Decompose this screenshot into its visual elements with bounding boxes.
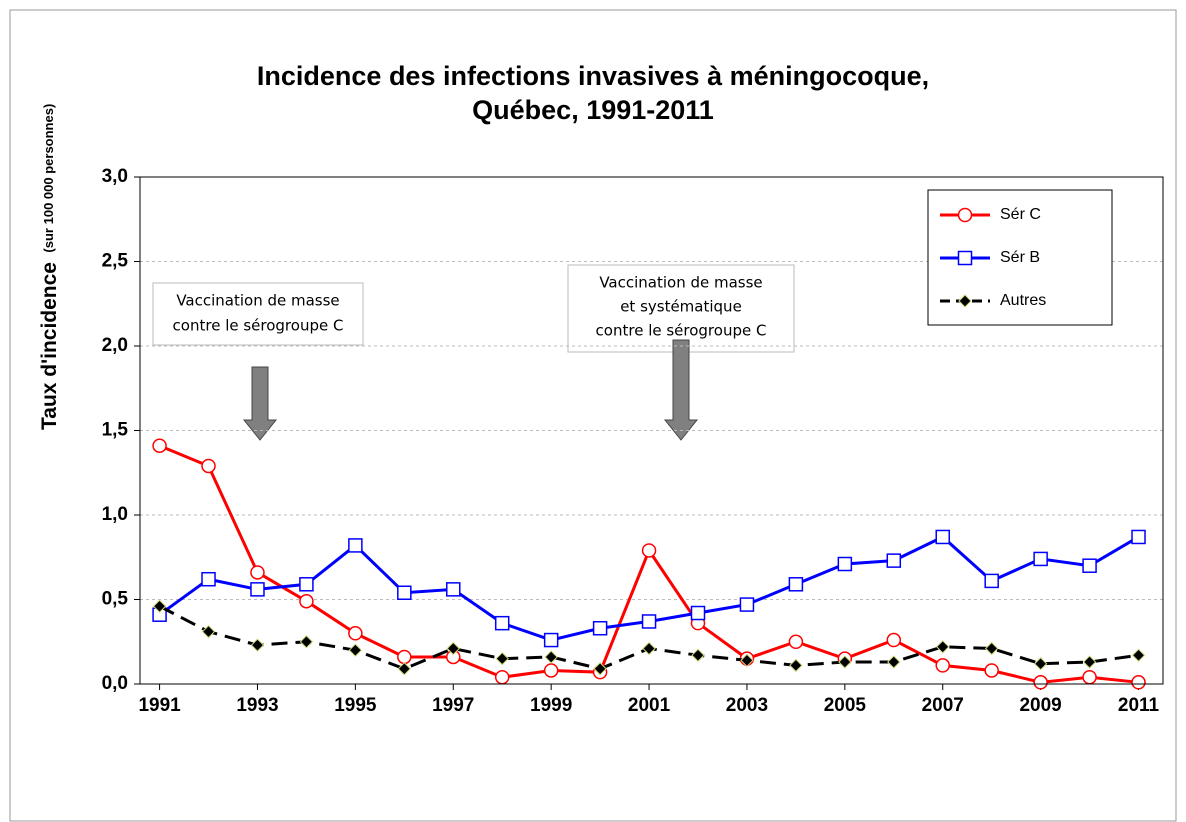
x-tick-label: 1993 xyxy=(236,695,278,716)
y-label: Taux d'incidence xyxy=(38,262,61,430)
marker xyxy=(299,635,314,649)
note-text: contre le sérogroupe C xyxy=(173,317,344,335)
marker xyxy=(1131,675,1146,690)
marker xyxy=(397,585,412,600)
marker xyxy=(250,638,265,652)
marker xyxy=(544,650,558,664)
marker xyxy=(494,669,510,685)
marker xyxy=(957,250,973,266)
marker xyxy=(543,632,559,648)
marker xyxy=(887,655,901,669)
marker xyxy=(740,653,754,668)
x-tick-label: 1997 xyxy=(432,695,474,716)
marker xyxy=(1082,558,1097,573)
marker xyxy=(543,663,559,678)
marker xyxy=(1082,669,1097,685)
marker xyxy=(1033,657,1048,671)
frame xyxy=(9,9,1177,822)
y-tick-label: 2,0 xyxy=(102,335,128,356)
marker xyxy=(348,643,363,657)
note-box xyxy=(567,264,795,353)
marker xyxy=(886,553,902,568)
marker xyxy=(641,543,657,558)
marker xyxy=(299,577,314,592)
marker xyxy=(935,529,950,545)
marker xyxy=(348,626,363,641)
marker xyxy=(886,632,902,648)
marker xyxy=(690,605,706,621)
marker xyxy=(788,634,804,649)
y-axis-label: Taux d'incidence (sur 100 000 personnes) xyxy=(38,104,61,430)
marker xyxy=(984,573,999,589)
note-box xyxy=(152,282,364,346)
y-tick-label: 0,0 xyxy=(102,673,128,694)
x-tick-label: 2001 xyxy=(628,695,671,716)
legend-label: Autres xyxy=(1000,292,1046,309)
legend-label: Sér B xyxy=(1000,249,1040,266)
marker xyxy=(1131,529,1146,545)
marker xyxy=(1033,551,1048,567)
marker xyxy=(984,641,999,656)
marker xyxy=(984,663,999,678)
y-tick-label: 0,5 xyxy=(102,589,129,610)
marker xyxy=(1033,675,1048,690)
marker xyxy=(739,597,755,612)
x-tick-label: 1991 xyxy=(138,695,181,716)
marker xyxy=(494,615,510,631)
marker xyxy=(201,458,216,474)
marker xyxy=(593,662,607,676)
marker xyxy=(691,648,705,662)
y-tick-label: 1,0 xyxy=(102,504,128,525)
marker xyxy=(1082,655,1097,669)
x-tick-label: 2003 xyxy=(726,695,768,716)
y-label-unit: (sur 100 000 personnes) xyxy=(41,104,56,253)
marker xyxy=(201,624,216,639)
marker xyxy=(837,556,853,572)
marker xyxy=(935,658,950,673)
marker xyxy=(592,620,608,636)
chart-title: Incidence des infections invasives à mén… xyxy=(257,61,929,91)
marker xyxy=(838,655,852,669)
note-text: et systématique xyxy=(620,298,742,316)
marker xyxy=(642,641,656,656)
marker xyxy=(250,565,265,580)
x-tick-label: 2005 xyxy=(824,695,867,716)
marker xyxy=(250,582,265,597)
plot-frame xyxy=(139,176,1164,685)
y-tick-label: 1,5 xyxy=(102,420,129,441)
x-tick-label: 2009 xyxy=(1019,695,1061,716)
marker xyxy=(957,207,973,223)
marker xyxy=(152,599,167,613)
note-text: contre le sérogroupe C xyxy=(596,322,767,340)
note-text: Vaccination de masse xyxy=(176,292,339,310)
note-text: Vaccination de masse xyxy=(599,274,762,292)
x-tick-label: 1995 xyxy=(334,695,377,716)
marker xyxy=(788,577,804,592)
marker xyxy=(397,662,412,676)
marker xyxy=(936,640,950,654)
x-tick-label: 2011 xyxy=(1118,695,1160,716)
y-tick-label: 2,5 xyxy=(102,251,129,272)
marker xyxy=(397,649,412,665)
marker xyxy=(299,593,314,609)
marker xyxy=(152,438,167,453)
arrow xyxy=(242,366,278,441)
y-tick-label: 3,0 xyxy=(102,166,128,187)
marker xyxy=(1131,648,1146,662)
marker xyxy=(348,538,363,553)
arrow xyxy=(663,339,699,441)
marker xyxy=(201,571,216,587)
x-tick-label: 2007 xyxy=(922,695,964,716)
x-tick-label: 1999 xyxy=(530,695,572,716)
marker xyxy=(446,641,460,656)
chart-title: Québec, 1991-2011 xyxy=(472,95,714,125)
marker xyxy=(446,582,461,597)
legend-label: Sér C xyxy=(1000,206,1041,223)
marker xyxy=(958,294,972,308)
marker xyxy=(789,658,803,673)
marker xyxy=(495,651,509,666)
marker xyxy=(641,614,657,629)
